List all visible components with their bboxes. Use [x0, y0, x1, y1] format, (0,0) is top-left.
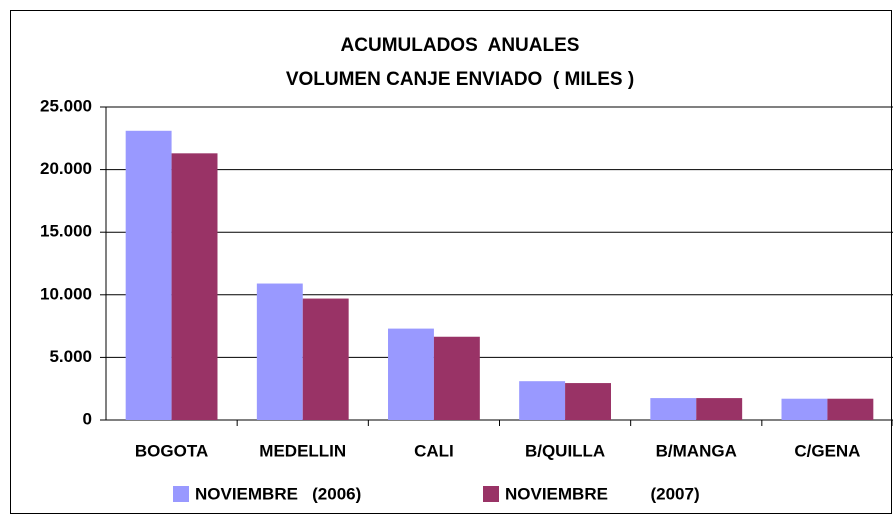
legend-swatch	[483, 486, 499, 502]
x-tick-label: C/GENA	[794, 441, 860, 460]
y-tick-label: 15.000	[40, 222, 92, 241]
bar	[388, 328, 434, 420]
legend-label: NOVIEMBRE (2006)	[195, 484, 361, 503]
y-tick-label: 10.000	[40, 284, 92, 303]
bar	[171, 153, 218, 420]
x-tick-label: BOGOTA	[135, 441, 208, 460]
bar	[696, 398, 743, 420]
y-tick-label: 0	[83, 409, 92, 428]
bar	[827, 398, 874, 420]
bar	[781, 398, 828, 420]
bar	[433, 336, 480, 420]
x-tick-label: B/MANGA	[656, 441, 737, 460]
x-tick-label: B/QUILLA	[525, 441, 605, 460]
chart-subtitle: VOLUMEN CANJE ENVIADO ( MILES )	[286, 69, 634, 90]
y-tick-label: 25.000	[40, 96, 92, 115]
bar	[519, 381, 566, 420]
chart-title: ACUMULADOS ANUALES	[341, 35, 580, 56]
bar	[302, 298, 349, 420]
legend-label: NOVIEMBRE (2007)	[505, 484, 700, 503]
y-tick-label: 5.000	[49, 347, 92, 366]
legend-swatch	[173, 486, 189, 502]
bar	[256, 283, 303, 420]
x-tick-label: MEDELLIN	[259, 441, 346, 460]
x-tick-label: CALI	[414, 441, 454, 460]
y-tick-label: 20.000	[40, 159, 92, 178]
bar	[650, 398, 697, 420]
bar	[565, 383, 611, 420]
bar	[125, 130, 172, 420]
